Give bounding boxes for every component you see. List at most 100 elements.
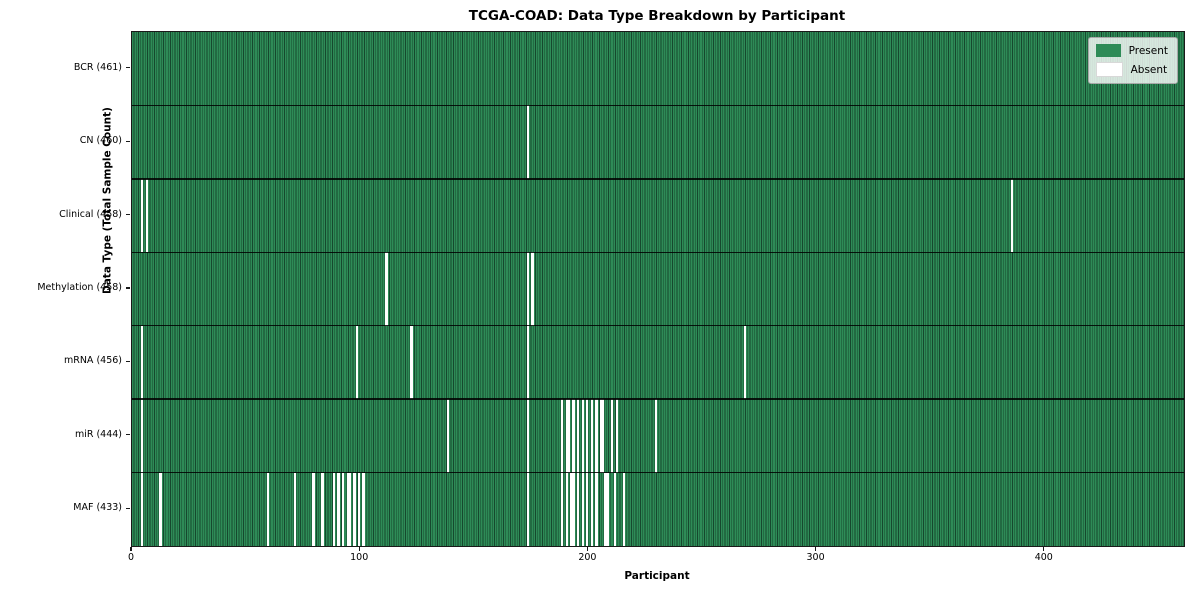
absent-mark	[743, 325, 746, 400]
data-row	[132, 399, 1184, 473]
absent-mark	[622, 472, 625, 546]
absent-mark	[606, 472, 609, 546]
absent-mark	[572, 399, 575, 473]
absent-mark	[526, 472, 530, 546]
absent-mark	[576, 399, 580, 473]
absent-swatch	[1095, 62, 1123, 77]
x-tick-mark	[1043, 546, 1045, 551]
absent-mark	[266, 472, 269, 546]
absent-mark	[654, 399, 657, 473]
x-tick-mark	[586, 546, 588, 551]
absent-mark	[590, 472, 593, 546]
absent-mark	[141, 472, 144, 546]
absent-mark	[141, 399, 144, 473]
absent-mark	[446, 399, 450, 473]
data-row	[132, 32, 1184, 106]
legend-item-label: Absent	[1130, 63, 1168, 76]
data-row	[132, 252, 1184, 326]
absent-mark	[531, 252, 534, 326]
absent-mark	[561, 399, 564, 473]
absent-mark	[353, 472, 356, 546]
absent-mark	[1010, 178, 1013, 253]
data-row	[132, 178, 1184, 253]
y-tick-label: miR (444)	[74, 428, 122, 440]
y-tick-label: mRNA (456)	[63, 355, 122, 367]
x-tick-label: 0	[127, 552, 135, 563]
absent-mark	[294, 472, 297, 546]
absent-mark	[348, 472, 352, 546]
absent-mark	[526, 105, 530, 179]
absent-mark	[595, 399, 598, 473]
x-tick-label: 200	[578, 552, 597, 563]
y-tick-mark	[126, 140, 130, 142]
absent-mark	[565, 472, 568, 546]
row-separator	[132, 251, 1184, 253]
absent-mark	[341, 472, 345, 546]
absent-mark	[526, 399, 530, 473]
data-row	[132, 472, 1184, 546]
absent-mark	[385, 252, 388, 326]
x-tick-label: 300	[806, 552, 825, 563]
chart-title: TCGA-COAD: Data Type Breakdown by Partic…	[468, 8, 846, 24]
row-separator	[132, 471, 1184, 474]
y-tick-label: Clinical (458)	[59, 208, 122, 220]
absent-mark	[321, 472, 324, 546]
row-separator	[132, 398, 1184, 400]
absent-mark	[613, 472, 616, 546]
x-tick-label: 100	[350, 552, 369, 563]
y-tick-label: MAF (433)	[73, 502, 122, 514]
y-tick-mark	[126, 67, 130, 69]
row-separator	[132, 178, 1184, 180]
absent-mark	[576, 472, 580, 546]
absent-mark	[570, 472, 573, 546]
absent-mark	[141, 178, 144, 253]
absent-mark	[362, 472, 365, 546]
data-row	[132, 105, 1184, 179]
absent-mark	[357, 472, 361, 546]
absent-mark	[586, 399, 589, 473]
absent-mark	[565, 399, 568, 473]
absent-mark	[337, 472, 340, 546]
x-tick-mark	[358, 546, 360, 551]
data-row	[132, 325, 1184, 400]
absent-mark	[611, 399, 614, 473]
y-tick-mark	[126, 507, 130, 509]
plot-area	[131, 31, 1185, 547]
absent-mark	[526, 325, 530, 400]
absent-mark	[346, 472, 349, 546]
absent-mark	[604, 472, 607, 546]
absent-mark	[561, 472, 564, 546]
y-tick-label: Methylation (458)	[37, 282, 122, 293]
absent-mark	[526, 252, 530, 326]
absent-mark	[599, 399, 603, 473]
absent-mark	[312, 472, 315, 546]
y-tick-mark	[126, 287, 130, 289]
absent-mark	[602, 399, 605, 473]
y-tick-mark	[126, 434, 130, 436]
absent-mark	[159, 472, 162, 546]
legend-item-label: Present	[1128, 44, 1168, 57]
row-separator	[132, 104, 1184, 107]
absent-mark	[332, 472, 336, 546]
absent-mark	[355, 325, 358, 400]
absent-mark	[581, 472, 584, 546]
absent-mark	[572, 472, 575, 546]
x-tick-label: 400	[1034, 552, 1053, 563]
y-tick-mark	[126, 214, 130, 216]
x-axis-title: Participant	[624, 570, 690, 582]
absent-mark	[141, 325, 144, 400]
absent-mark	[586, 472, 589, 546]
x-tick-mark	[815, 546, 817, 551]
present-swatch	[1095, 44, 1121, 57]
legend-item: Present	[1095, 44, 1168, 57]
absent-mark	[615, 399, 619, 473]
absent-mark	[595, 472, 598, 546]
absent-mark	[581, 399, 584, 473]
absent-mark	[590, 399, 593, 473]
y-tick-label: CN (460)	[79, 135, 122, 147]
absent-mark	[145, 178, 148, 253]
absent-mark	[567, 399, 571, 473]
row-separator	[132, 325, 1184, 327]
legend-item: Absent	[1095, 62, 1168, 77]
